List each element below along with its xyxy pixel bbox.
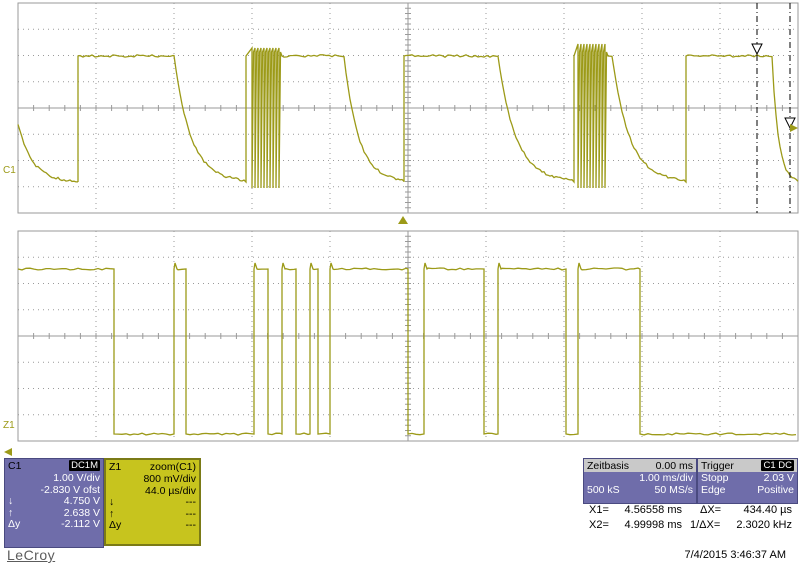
lecroy-logo: LeCroy	[7, 547, 55, 563]
trigger-title: Trigger	[701, 460, 734, 472]
x1-value: 4.56558 ms	[606, 504, 682, 517]
z1-tdiv: 44.0 µs/div	[145, 485, 196, 497]
datetime: 7/4/2015 3:46:37 AM	[684, 549, 786, 561]
z1-source: zoom(C1)	[150, 461, 196, 473]
z1-cursor-2: ---	[186, 508, 197, 520]
c1-delta-y: -2.112 V	[61, 518, 100, 530]
timebase-title: Zeitbasis	[587, 460, 629, 472]
trigger-level: 2.03 V	[764, 472, 794, 484]
c1-row-key: Δy	[8, 518, 20, 530]
timebase-delay: 0.00 ms	[656, 460, 693, 472]
trigger-source-badge: C1 DC	[761, 460, 794, 471]
scroll-left-marker[interactable]	[4, 448, 12, 456]
inv-dx-label: 1/ΔX=	[690, 519, 720, 532]
dx-label: ΔX=	[700, 504, 721, 517]
scope-display	[0, 0, 804, 456]
z1-row-key: ↓	[109, 496, 114, 508]
z1-row-key: Δy	[109, 519, 121, 531]
timebase-div: 1.00 ms/div	[639, 472, 693, 484]
trigger-type: Edge	[701, 484, 726, 496]
c1-coupling-badge: DC1M	[69, 460, 100, 471]
c1-title: C1	[8, 460, 21, 472]
inv-dx-value: 2.3020 kHz	[720, 519, 792, 532]
c1-row-key: ↓	[8, 495, 13, 507]
markers	[4, 124, 798, 456]
c1-cursor-1: 4.750 V	[64, 495, 100, 507]
z1-row-key: ↑	[109, 508, 114, 520]
trigger-mode: Stopp	[701, 472, 728, 484]
z1-cursor-1: ---	[186, 496, 197, 508]
timebase-rate: 50 MS/s	[654, 484, 693, 496]
trigger-level-marker[interactable]	[790, 124, 798, 132]
c1-row-key: ↑	[8, 507, 13, 519]
z1-title: Z1	[109, 461, 121, 473]
trigger-box[interactable]: Trigger C1 DC Stopp 2.03 V Edge Positive	[697, 458, 798, 504]
c1-graticule	[18, 3, 798, 213]
timebase-samples: 500 kS	[587, 484, 620, 496]
c1-vdiv: 1.00 V/div	[53, 472, 100, 484]
c1-channel-marker[interactable]: C1	[3, 166, 16, 176]
z1-zoom-box[interactable]: Z1 zoom(C1) 800 mV/div 44.0 µs/div ↓ --- …	[104, 458, 201, 546]
x2-value: 4.99998 ms	[606, 519, 682, 532]
z1-vdiv: 800 mV/div	[143, 473, 196, 485]
cursor-x1-handle[interactable]	[752, 44, 762, 54]
trigger-slope: Positive	[757, 484, 794, 496]
c1-offset: -2.830 V ofst	[40, 484, 100, 496]
c1-channel-box[interactable]: C1 DC1M 1.00 V/div -2.830 V ofst ↓ 4.750 …	[4, 458, 104, 548]
timebase-box[interactable]: Zeitbasis 0.00 ms 1.00 ms/div 500 kS 50 M…	[583, 458, 697, 504]
trigger-position-marker[interactable]	[398, 216, 408, 224]
z1-channel-marker[interactable]: Z1	[3, 421, 15, 431]
dx-value: 434.40 µs	[720, 504, 792, 517]
c1-cursor-2: 2.638 V	[64, 507, 100, 519]
z1-delta-y: ---	[186, 519, 197, 531]
